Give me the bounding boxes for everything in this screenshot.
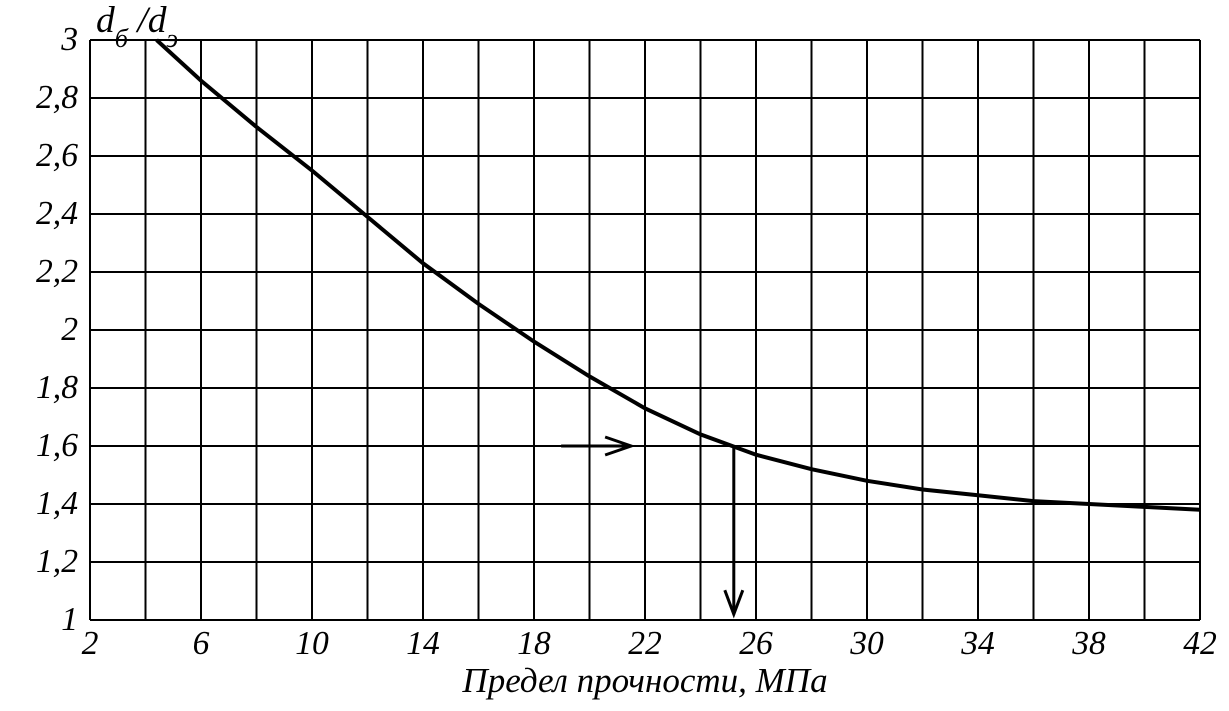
y-tick-label: 2,2 xyxy=(36,253,78,290)
x-tick-label: 26 xyxy=(739,625,773,662)
x-tick-label: 30 xyxy=(849,625,884,662)
x-tick-label: 14 xyxy=(406,625,440,662)
x-tick-label: 38 xyxy=(1071,625,1106,662)
y-tick-label: 2,8 xyxy=(36,79,78,116)
y-tick-label: 1,4 xyxy=(36,485,78,522)
x-tick-label: 34 xyxy=(960,625,995,662)
x-tick-label: 10 xyxy=(295,625,329,662)
y-tick-label: 2,4 xyxy=(36,195,78,232)
y-tick-label: 1 xyxy=(61,601,78,638)
y-axis-label: dб /dэ xyxy=(96,0,178,53)
y-tick-label: 1,6 xyxy=(36,427,78,464)
chart-svg: 2610141822263034384211,21,41,61,822,22,4… xyxy=(0,0,1229,711)
y-tick-label: 2,6 xyxy=(36,137,78,174)
y-tick-label: 3 xyxy=(60,21,78,58)
x-tick-label: 6 xyxy=(193,625,210,662)
chart-container: 2610141822263034384211,21,41,61,822,22,4… xyxy=(0,0,1229,711)
x-tick-label: 42 xyxy=(1183,625,1217,662)
x-tick-label: 2 xyxy=(82,625,99,662)
y-tick-label: 1,8 xyxy=(36,369,78,406)
curve xyxy=(157,40,1200,510)
x-tick-label: 18 xyxy=(517,625,551,662)
y-tick-label: 2 xyxy=(61,311,78,348)
x-tick-label: 22 xyxy=(628,625,662,662)
y-tick-label: 1,2 xyxy=(36,543,78,580)
x-axis-label: Предел прочности, МПа xyxy=(461,661,827,700)
